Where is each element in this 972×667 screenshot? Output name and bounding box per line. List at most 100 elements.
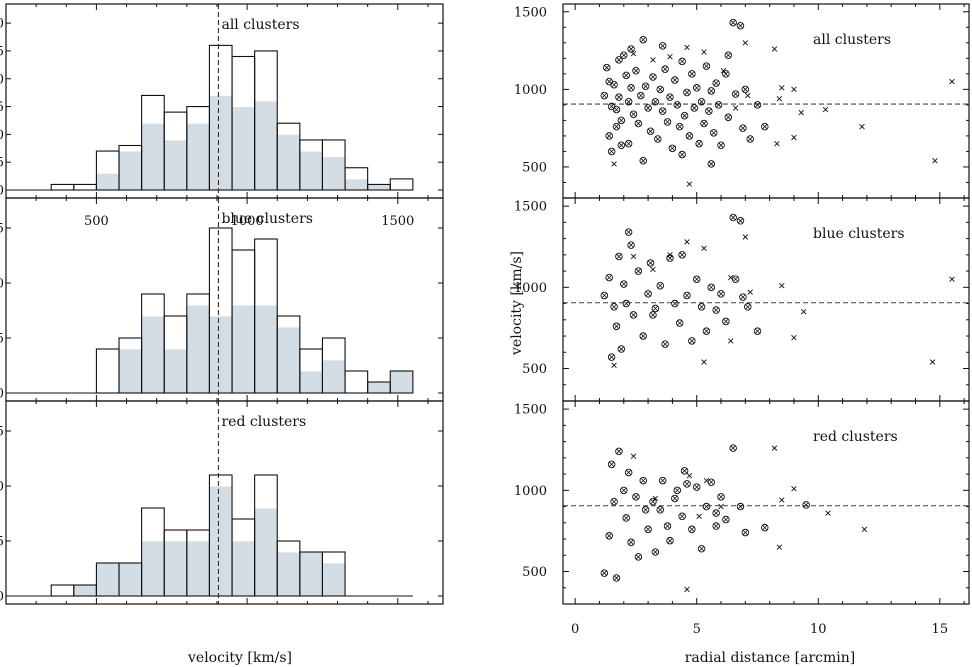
data-point-circle [632, 493, 640, 501]
data-point-circle [656, 506, 664, 514]
marker-cross-inner [609, 148, 615, 155]
panel-label: all clusters [221, 17, 299, 33]
marker-cross-inner [713, 523, 719, 529]
data-point-circle [709, 129, 718, 137]
data-point-circle [624, 228, 633, 236]
data-point-circle [658, 476, 667, 485]
marker-circle [697, 303, 706, 311]
data-point-circle [741, 528, 750, 537]
marker-circle [610, 80, 618, 89]
data-point-cross [650, 57, 656, 63]
data-point-circle [714, 101, 723, 109]
panel-frame [562, 400, 970, 605]
marker-circle [678, 150, 686, 159]
marker-circle [802, 501, 810, 509]
marker-cross-inner [660, 43, 666, 49]
marker-cross-inner [762, 525, 768, 531]
marker-circle [658, 42, 667, 50]
marker-circle [724, 51, 733, 59]
marker-cross-inner [640, 37, 646, 43]
marker-cross-inner [703, 328, 710, 334]
histogram-bar-shaded [118, 348, 143, 394]
panel-label: red clusters [221, 414, 306, 430]
marker-cross-inner [740, 294, 746, 300]
marker-circle [661, 65, 669, 73]
data-point-circle [692, 483, 701, 491]
panel-frame [562, 3, 970, 199]
data-point-cross [771, 445, 778, 451]
y-tick-label: 5 [0, 156, 4, 171]
marker-circle [712, 79, 720, 87]
data-point-cross [686, 472, 693, 479]
x-tick-label: 0 [571, 622, 579, 637]
data-point-circle [627, 84, 635, 92]
data-point-cross [859, 123, 865, 130]
y-tick-label: 500 [522, 565, 547, 580]
marker-circle [629, 311, 638, 319]
data-point-circle [678, 150, 686, 159]
marker-cross-inner [645, 526, 651, 532]
data-point-circle [705, 107, 713, 115]
histogram-bar-shaded [322, 359, 346, 394]
x-tick-label: 500 [84, 214, 109, 229]
marker-circle [646, 127, 655, 136]
panel-frame [5, 400, 444, 605]
data-point-circle [603, 63, 611, 72]
data-point-circle [729, 444, 737, 452]
marker-cross-inner [694, 276, 700, 282]
marker-circle [615, 56, 623, 64]
marker-cross-inner [740, 125, 746, 131]
marker-cross-inner [633, 494, 639, 500]
marker-circle [675, 122, 684, 131]
data-point-cross [667, 252, 673, 258]
marker-circle [656, 85, 664, 94]
histogram-bar-shaded [141, 315, 165, 394]
marker-circle [675, 319, 684, 327]
data-point-cross [747, 289, 753, 295]
marker-cross-inner [730, 20, 736, 26]
marker-cross-inner [633, 68, 639, 74]
marker-circle [671, 76, 679, 84]
data-point-circle [717, 141, 725, 149]
data-point-circle [688, 70, 696, 78]
data-point-circle [761, 122, 769, 131]
marker-cross-inner [604, 65, 610, 71]
data-point-circle [712, 522, 720, 530]
data-point-circle [624, 468, 633, 477]
data-point-circle [629, 311, 638, 319]
data-point-cross [825, 510, 831, 516]
marker-cross-inner [803, 502, 809, 508]
marker-cross-inner [643, 83, 649, 89]
marker-circle [620, 51, 628, 59]
marker-circle [610, 303, 618, 311]
histogram-bar-shaded [118, 150, 143, 191]
marker-circle [658, 476, 667, 485]
x-tick-label: 1500 [381, 214, 414, 229]
marker-cross-inner [652, 549, 658, 555]
y-tick-label: 10 [0, 277, 4, 292]
histogram-bar-shaded [344, 178, 369, 191]
marker-circle [615, 93, 623, 101]
histogram-bar-shaded [254, 100, 278, 191]
data-point-circle [615, 447, 623, 456]
marker-circle [744, 303, 752, 311]
y-tick-label: 10 [0, 128, 4, 143]
marker-circle [639, 157, 647, 165]
marker-circle [624, 98, 633, 106]
histogram-bar-shaded [322, 156, 346, 191]
marker-circle [761, 523, 769, 532]
x-tick-label: 5 [693, 622, 701, 637]
data-point-circle [744, 303, 752, 311]
marker-circle [622, 514, 630, 522]
data-point-circle [678, 57, 686, 66]
y-tick-label: 1500 [514, 403, 547, 418]
marker-circle [709, 129, 718, 137]
marker-circle [620, 280, 628, 288]
marker-cross-inner [674, 102, 680, 108]
marker-circle [605, 132, 613, 140]
marker-cross-inner [650, 312, 656, 318]
data-point-circle [700, 119, 708, 128]
marker-circle [632, 66, 640, 75]
marker-cross-inner [701, 120, 707, 127]
data-point-circle [678, 512, 686, 521]
